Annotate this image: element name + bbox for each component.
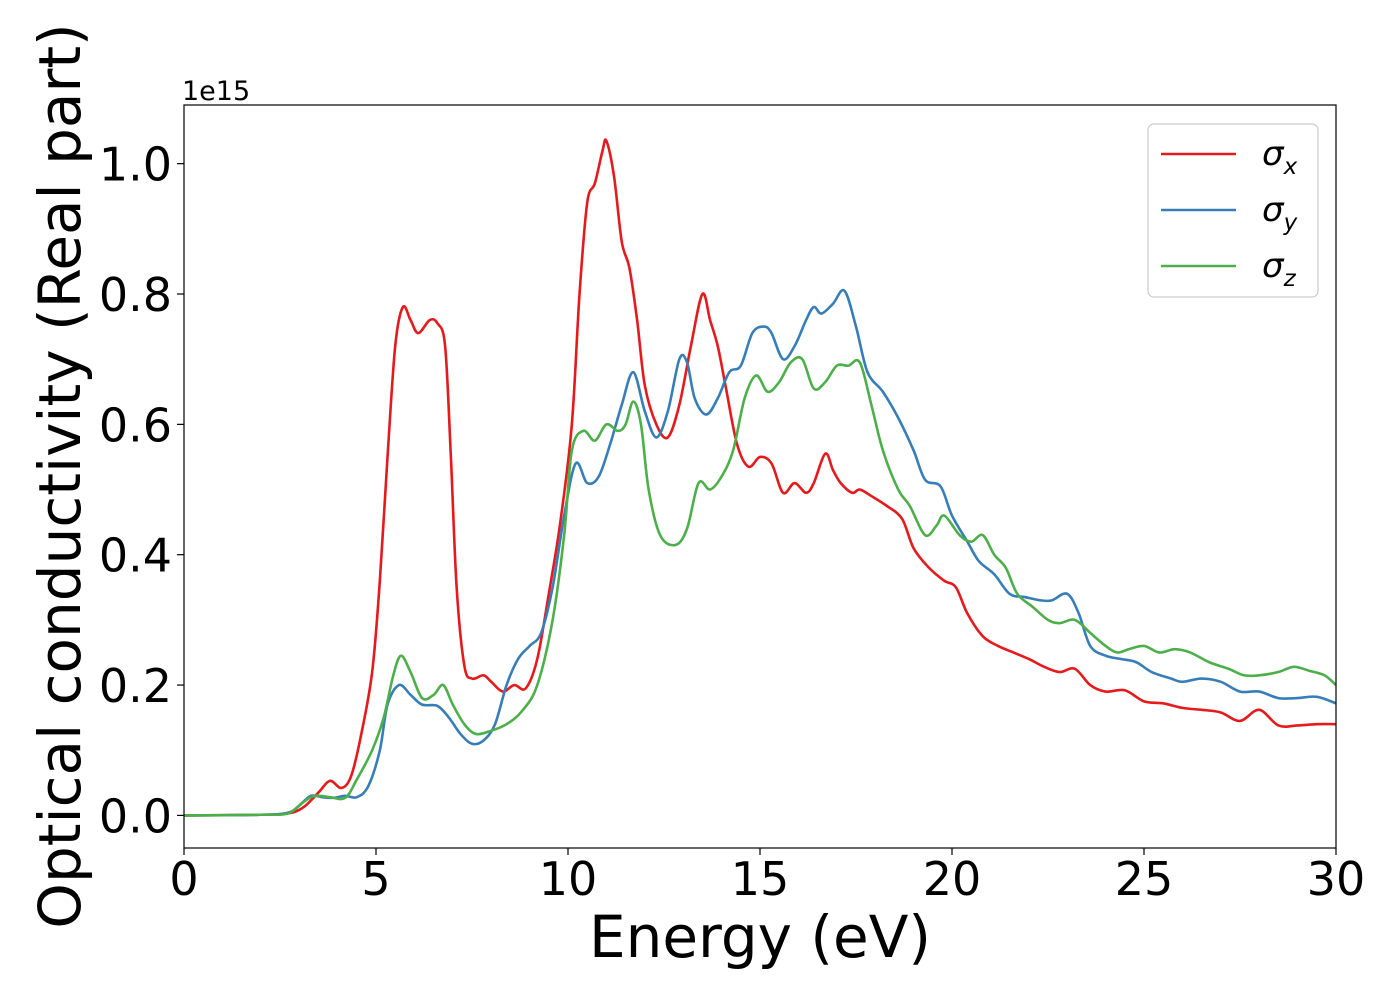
y-tick-label: 0.0 — [99, 789, 172, 843]
x-axis-title: Energy (eV) — [589, 903, 931, 971]
y-tick-label: 0.4 — [99, 529, 172, 583]
y-axis-title: Optical conductivity (Real part) — [26, 23, 94, 928]
y-offset-text: 1e15 — [182, 76, 250, 107]
x-tick-label: 5 — [361, 852, 390, 906]
x-tick-label: 10 — [539, 852, 598, 906]
y-tick-label: 0.6 — [99, 398, 172, 452]
x-tick-label: 0 — [169, 852, 198, 906]
series-layer — [184, 138, 1336, 817]
y-axis: 0.0 0.2 0.4 0.6 0.8 1.0 — [99, 138, 184, 843]
series-line-sigma-y — [184, 288, 1336, 817]
y-tick-label: 0.2 — [99, 659, 172, 713]
x-tick-label: 30 — [1307, 852, 1366, 906]
x-tick-label: 15 — [731, 852, 790, 906]
x-tick-label: 20 — [923, 852, 982, 906]
x-tick-label: 25 — [1115, 852, 1174, 906]
series-line-sigma-z — [184, 356, 1336, 817]
y-tick-label: 0.8 — [99, 268, 172, 322]
y-tick-label: 1.0 — [99, 138, 172, 192]
series-line-sigma-x — [184, 138, 1336, 817]
x-axis: 0 5 10 15 20 25 30 — [169, 848, 1365, 906]
